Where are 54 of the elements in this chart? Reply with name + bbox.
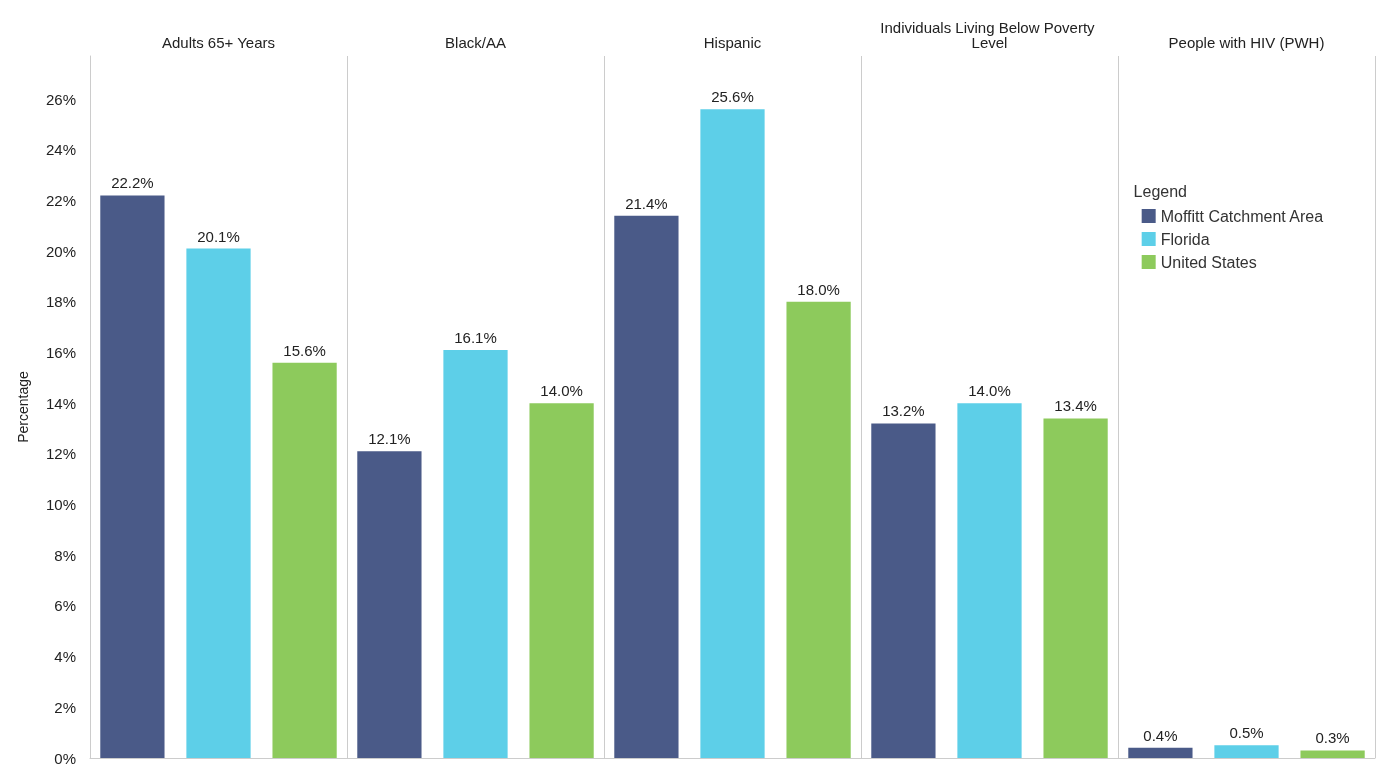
data-label: 14.0% — [968, 382, 1011, 400]
data-label: 13.2% — [882, 402, 925, 420]
y-axis-title: Percentage — [15, 370, 31, 443]
bar — [443, 349, 508, 758]
bar — [1214, 745, 1279, 758]
bar — [1043, 418, 1108, 758]
x-tick-label: Black/AA — [445, 34, 506, 51]
y-tick-label: 18% — [45, 293, 76, 311]
legend-title: Legend — [1133, 182, 1187, 200]
y-tick-label: 0% — [54, 749, 76, 767]
y-tick-label: 2% — [54, 698, 76, 716]
y-tick-label: 6% — [54, 597, 76, 615]
bar — [957, 403, 1022, 758]
data-label: 13.4% — [1054, 397, 1097, 415]
y-tick-label: 8% — [54, 546, 76, 564]
data-label: 22.2% — [111, 174, 154, 192]
data-label: 20.1% — [197, 227, 240, 245]
data-label: 16.1% — [454, 328, 497, 346]
data-label: 18.0% — [797, 280, 840, 298]
data-label: 15.6% — [283, 341, 326, 359]
y-tick-label: 10% — [45, 496, 76, 514]
y-tick-label: 20% — [45, 242, 76, 260]
bar — [871, 423, 936, 758]
bar — [186, 248, 251, 758]
bar — [786, 301, 851, 758]
y-tick-label: 16% — [45, 344, 76, 362]
x-tick-label: Hispanic — [703, 34, 762, 51]
data-label: 21.4% — [625, 194, 668, 212]
x-tick-label: People with HIV (PWH) — [1168, 34, 1325, 51]
data-label: 12.1% — [368, 430, 411, 448]
data-label: 14.0% — [540, 382, 583, 400]
y-tick-label: 14% — [45, 394, 76, 412]
data-label: 25.6% — [711, 88, 754, 106]
bar — [1300, 750, 1365, 758]
bar — [100, 195, 165, 758]
x-tick-label: Individuals Living Below Poverty Level — [880, 19, 1099, 51]
data-label: 0.4% — [1143, 726, 1178, 744]
bar — [700, 109, 765, 758]
bar — [529, 403, 594, 758]
x-tick-label: Adults 65+ Years — [161, 34, 276, 51]
y-tick-label: 22% — [45, 191, 76, 209]
bar — [272, 362, 337, 758]
bar — [614, 215, 679, 758]
legend-label: Moffitt Catchment Area — [1160, 207, 1324, 225]
data-label: 0.5% — [1229, 724, 1264, 742]
y-tick-label: 26% — [45, 90, 76, 108]
y-tick-label: 12% — [45, 445, 76, 463]
y-tick-label: 24% — [45, 141, 76, 159]
y-tick-label: 4% — [54, 648, 76, 666]
bar — [357, 451, 422, 758]
legend-label: United States — [1160, 253, 1257, 271]
bar — [1128, 747, 1193, 758]
data-label: 0.3% — [1315, 729, 1350, 747]
legend-label: Florida — [1160, 230, 1210, 248]
